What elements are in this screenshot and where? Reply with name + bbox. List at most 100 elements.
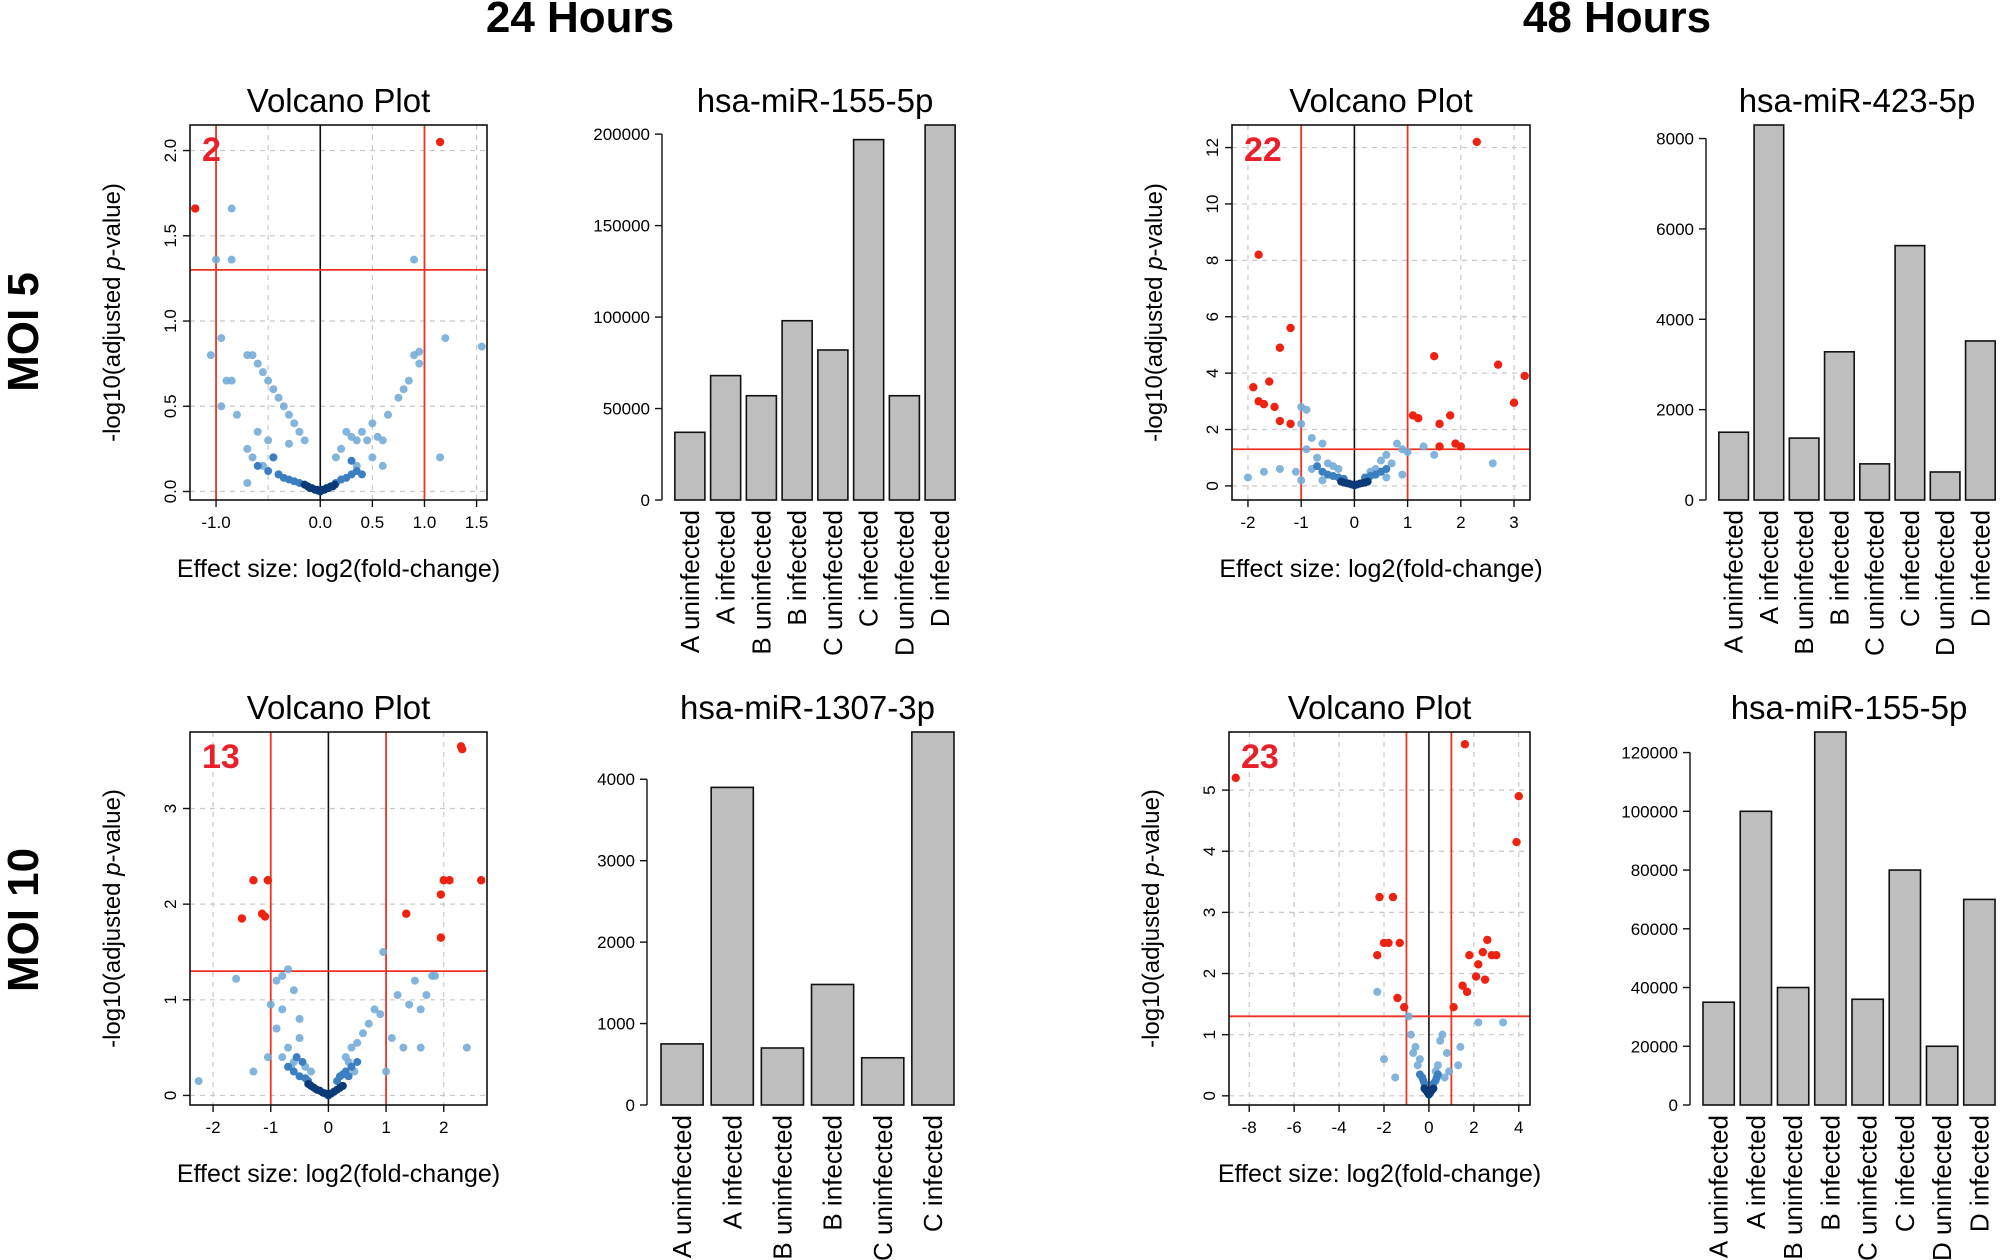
data-point-light [227, 255, 236, 264]
data-point-light [357, 427, 366, 436]
data-point-mid [1382, 464, 1391, 473]
bar-d-infected [1962, 898, 1996, 1106]
category-label: A infected [717, 1115, 747, 1229]
y-tick-label: 3 [161, 804, 180, 813]
data-point-light [243, 478, 252, 487]
data-point-light [263, 1053, 272, 1062]
data-point-light [431, 971, 440, 980]
y-tick-label: 2000 [597, 933, 635, 952]
bar-b-uninfected [1776, 986, 1810, 1106]
bar-d-uninfected [888, 394, 921, 501]
data-point-light [378, 436, 387, 445]
data-point-light [1433, 1061, 1442, 1070]
data-point-mid [347, 1062, 356, 1071]
data-point-mid [1318, 467, 1327, 476]
data-point-sig [1275, 416, 1285, 426]
data-point-sig [191, 204, 200, 213]
y-tick-label: 80000 [1631, 861, 1678, 880]
bar-chart-moi5-48h: A uninfected A infected B uninfected B infe… [1656, 82, 1996, 656]
bar-a-infected [710, 786, 755, 1106]
data-point-light [1297, 419, 1306, 428]
y-tick-label: 8000 [1656, 130, 1694, 149]
data-point-sig [1472, 137, 1481, 147]
col-header-48h: 48 Hours [1523, 0, 1711, 42]
y-tick-label: 50000 [603, 400, 650, 419]
data-point-light [300, 436, 309, 445]
y-tick-label: 4000 [1656, 310, 1694, 329]
y-axis-label-suffix: -value) [99, 789, 126, 862]
data-point-light [477, 342, 486, 351]
data-point-sig [445, 876, 454, 885]
data-point-sig [1460, 740, 1470, 749]
plot-title: Volcano Plot [247, 82, 430, 119]
plot-title: hsa-miR-423-5p [1739, 82, 1976, 119]
x-tick-label: 2 [1469, 1118, 1478, 1137]
data-point-light [1406, 1030, 1415, 1039]
category-label: B infected [1824, 510, 1854, 626]
data-point-dark [1363, 477, 1372, 486]
data-point-light [253, 427, 262, 436]
y-axis-label-suffix: -value) [99, 183, 126, 256]
data-point-sig [1286, 323, 1295, 333]
data-point-light [370, 1005, 379, 1014]
data-point-light [1438, 1030, 1447, 1039]
data-point-light [347, 1043, 356, 1052]
data-point-sig [263, 876, 273, 885]
significant-count-label: 23 [1241, 738, 1279, 776]
data-point-light [206, 351, 215, 360]
bar-c-uninfected [1859, 463, 1891, 501]
data-point-light [1403, 448, 1412, 457]
data-point-light [353, 1038, 362, 1047]
bar-chart-moi10-48h: A uninfected A infected B uninfected B infe… [1621, 689, 1996, 1260]
data-point-light [217, 402, 226, 411]
category-label: C infected [1895, 510, 1925, 627]
y-tick-label: 4 [1203, 368, 1222, 377]
data-point-sig [1449, 1002, 1458, 1012]
data-point-light [1318, 439, 1327, 448]
y-tick-label: 0.5 [161, 394, 180, 418]
data-point-sig [1393, 993, 1402, 1003]
data-point-light [1430, 450, 1439, 459]
bar-chart-moi10-24h: A uninfected A infected B uninfected B infe… [597, 689, 955, 1260]
data-point-sig [1483, 935, 1492, 945]
data-point-light [410, 255, 419, 264]
data-point-light [243, 444, 252, 453]
data-point-sig [1512, 837, 1521, 847]
category-label: A uninfected [667, 1115, 697, 1258]
data-point-sig [1270, 402, 1279, 412]
plot-title: Volcano Plot [1289, 82, 1472, 119]
x-tick-label: -2 [1376, 1118, 1391, 1137]
bar-b-infected [781, 319, 813, 501]
bar-d-uninfected [1925, 1045, 1959, 1106]
y-axis-label-prefix: -log10(adjusted [99, 876, 126, 1048]
data-point-mid [284, 1062, 293, 1071]
y-axis-label-prefix: -log10(adjusted [99, 270, 126, 442]
bar-d-uninfected [1929, 471, 1961, 501]
data-point-light [405, 1000, 414, 1009]
data-point-light [1415, 1055, 1424, 1064]
data-point-light [285, 410, 293, 419]
data-point-dark [338, 1081, 347, 1090]
data-point-sig [1480, 975, 1490, 984]
y-tick-label: 10 [1203, 194, 1222, 213]
data-point-light [378, 461, 387, 470]
data-point-sig [402, 909, 411, 918]
data-point-sig [477, 876, 486, 885]
data-point-light [394, 393, 403, 402]
data-point-mid [1433, 1070, 1442, 1079]
y-tick-label: 8 [1203, 256, 1222, 265]
data-point-sig [1474, 960, 1483, 969]
data-point-light [1474, 1018, 1483, 1027]
data-point-mid [357, 470, 366, 479]
data-point-light [393, 991, 402, 1000]
data-point-sig [1388, 892, 1398, 902]
data-point-mid [253, 461, 262, 470]
data-point-light [415, 359, 424, 368]
data-point-light [248, 351, 257, 360]
data-point-mid [292, 1053, 301, 1062]
data-point-light [359, 1029, 368, 1038]
category-label: B uninfected [767, 1115, 797, 1260]
plot-frame [1228, 731, 1531, 1106]
y-tick-label: 60000 [1631, 920, 1678, 939]
